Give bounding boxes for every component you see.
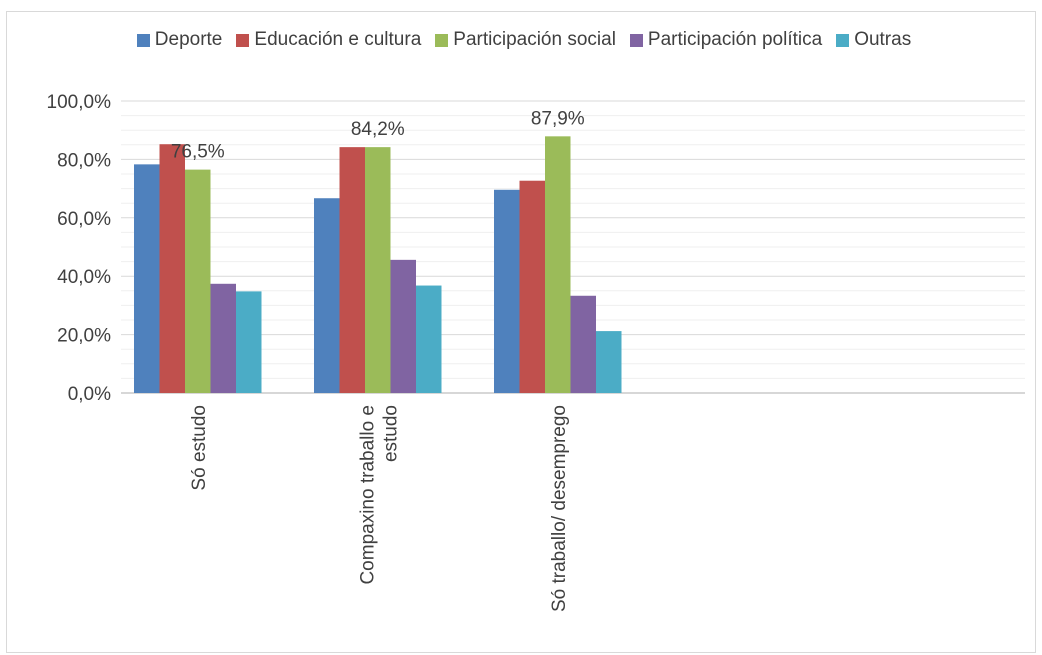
legend-label: Outras [854,29,912,50]
legend-label: Participación política [647,29,823,50]
chart-legend: Deporte Educación e cultura Participación … [21,12,1027,68]
y-tick-label: 80,0% [57,150,111,171]
legend-item: Participación política [629,29,823,51]
y-tick-label: 40,0% [57,267,111,288]
legend-label: Educación e cultura [254,29,422,50]
legend-item: Outras [836,29,911,51]
legend-item: Educación e cultura [236,29,421,51]
bar [570,295,596,393]
data-label: 84,2% [351,119,405,140]
x-category-label: Compaxino traballo e [357,405,378,585]
bar [159,144,185,393]
legend-item: Participación social [435,29,616,51]
legend-swatch [435,33,449,47]
bar [519,180,545,393]
bar [236,291,262,393]
y-tick-label: 20,0% [57,326,111,347]
x-category-label: Só traballo/ desemprego [549,405,570,612]
legend-label: Deporte [154,29,223,50]
chart-area: Deporte Educación e cultura Participación … [6,11,1036,653]
y-tick-label: 0,0% [68,384,111,405]
data-label: 87,9% [531,108,585,129]
x-category-label: Só estudo [189,405,210,491]
legend-label: Participación social [453,29,616,50]
chart-plot: 0,0% 20,0% 40,0% 60,0% 80,0% 100,0% Só estudo C… [47,92,1025,612]
bar [185,169,211,393]
bar [416,285,442,393]
bar [365,147,391,393]
legend-swatch [136,33,150,47]
bar [134,164,160,393]
legend-item: Deporte [136,29,223,51]
legend-swatch [236,33,250,47]
bar [390,259,416,393]
bar [596,331,622,393]
bar [545,136,571,393]
y-tick-label: 60,0% [57,209,111,230]
bar [210,283,236,393]
bar [339,147,365,393]
x-category-label: estudo [380,405,401,462]
bar [314,198,340,393]
legend-swatch [836,33,850,47]
data-label: 76,5% [171,142,225,163]
legend-swatch [629,33,643,47]
bar [494,189,520,393]
y-tick-label: 100,0% [47,92,112,113]
